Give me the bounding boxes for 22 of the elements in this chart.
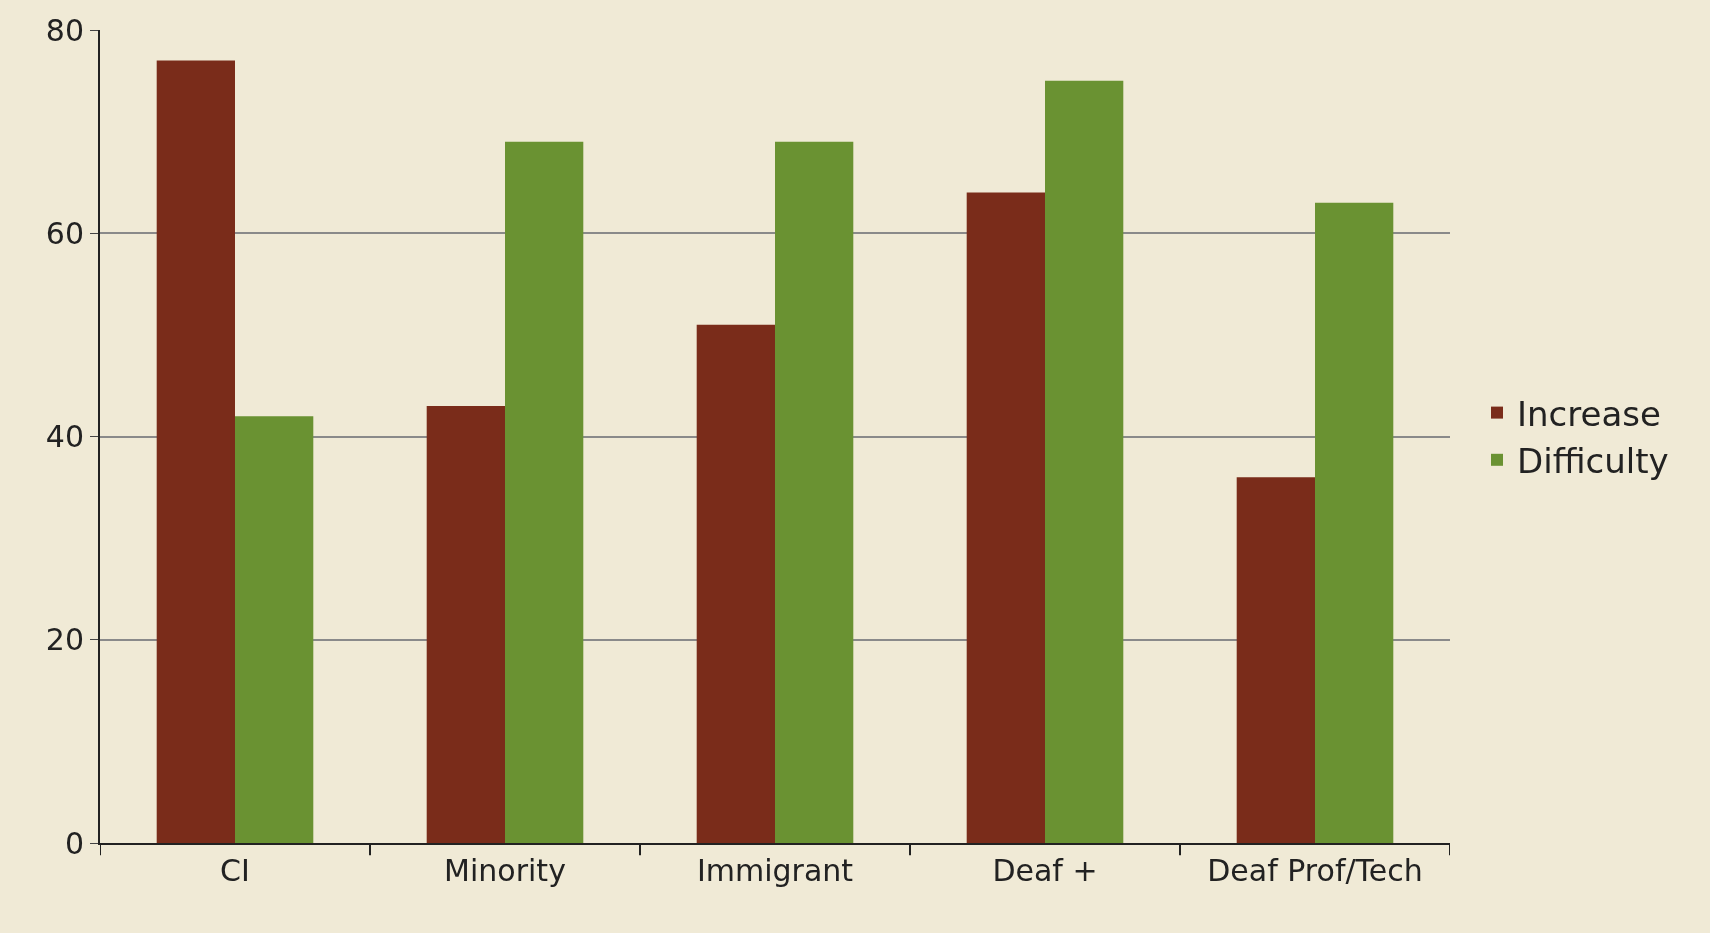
- y-tick-label: 60: [45, 215, 84, 251]
- bar: [426, 406, 505, 843]
- legend-label: Increase: [1517, 393, 1661, 434]
- bar: [696, 324, 775, 843]
- bar: [1045, 80, 1124, 843]
- bar: [235, 416, 314, 843]
- x-tick-label: Minority: [444, 853, 566, 888]
- y-tick-label: 20: [45, 622, 84, 658]
- x-tick-label: CI: [220, 853, 250, 888]
- y-tick-label: 0: [64, 825, 84, 861]
- x-tick-label: Immigrant: [696, 853, 854, 888]
- bar: [966, 192, 1045, 843]
- y-tick-label: 40: [45, 419, 84, 454]
- bar: [505, 141, 584, 843]
- bar: [156, 60, 235, 843]
- bar: [1236, 477, 1315, 843]
- x-tick-label: Deaf Prof/Tech: [1207, 853, 1423, 888]
- bar: [1315, 202, 1394, 843]
- legend-label: Difficulty: [1517, 441, 1669, 482]
- bar: [775, 141, 854, 843]
- y-tick-label: 80: [45, 12, 84, 48]
- x-tick-label: Deaf +: [992, 853, 1098, 888]
